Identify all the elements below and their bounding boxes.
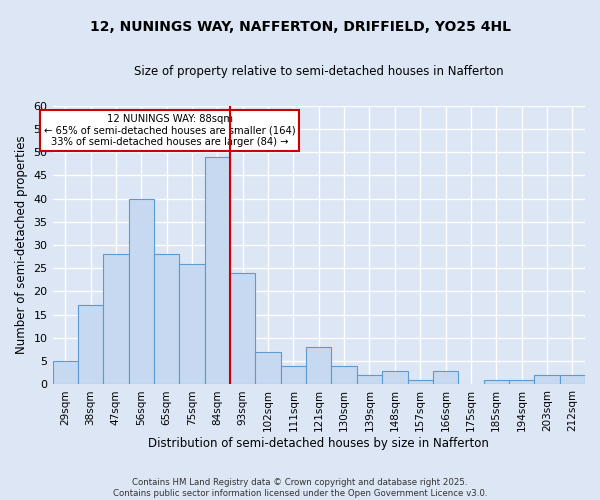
Bar [560, 375, 585, 384]
Bar [53, 361, 78, 384]
Bar [357, 375, 382, 384]
Bar [78, 306, 103, 384]
Text: 12, NUNINGS WAY, NAFFERTON, DRIFFIELD, YO25 4HL: 12, NUNINGS WAY, NAFFERTON, DRIFFIELD, Y… [89, 20, 511, 34]
Bar [484, 380, 509, 384]
X-axis label: Distribution of semi-detached houses by size in Nafferton: Distribution of semi-detached houses by … [148, 437, 489, 450]
Bar [154, 254, 179, 384]
Bar [331, 366, 357, 384]
Bar [407, 380, 433, 384]
Bar [179, 264, 205, 384]
Bar [230, 273, 256, 384]
Bar [205, 156, 230, 384]
Bar [128, 198, 154, 384]
Title: Size of property relative to semi-detached houses in Nafferton: Size of property relative to semi-detach… [134, 65, 503, 78]
Bar [433, 370, 458, 384]
Bar [103, 254, 128, 384]
Bar [281, 366, 306, 384]
Bar [534, 375, 560, 384]
Bar [256, 352, 281, 384]
Bar [306, 348, 331, 385]
Bar [382, 370, 407, 384]
Bar [509, 380, 534, 384]
Text: 12 NUNINGS WAY: 88sqm
← 65% of semi-detached houses are smaller (164)
33% of sem: 12 NUNINGS WAY: 88sqm ← 65% of semi-deta… [44, 114, 295, 147]
Y-axis label: Number of semi-detached properties: Number of semi-detached properties [15, 136, 28, 354]
Text: Contains HM Land Registry data © Crown copyright and database right 2025.
Contai: Contains HM Land Registry data © Crown c… [113, 478, 487, 498]
